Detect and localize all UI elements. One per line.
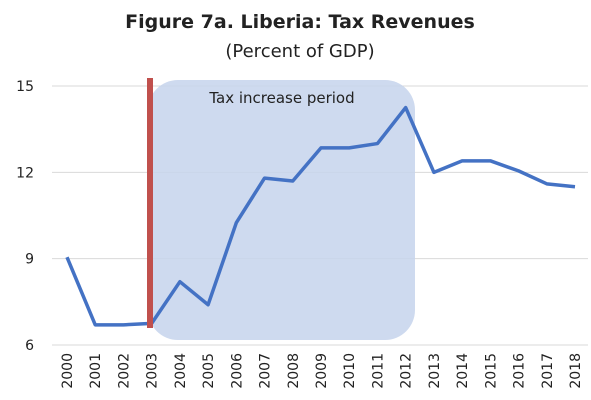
x-tick-label: 2014	[455, 353, 471, 389]
x-tick-label: 2001	[88, 353, 104, 389]
annotation: Tax increase period	[208, 89, 354, 107]
x-tick-label: 2015	[483, 353, 499, 389]
x-tick-label: 2010	[342, 353, 358, 389]
y-tick-label: 12	[16, 165, 34, 181]
x-tick-label: 2016	[512, 353, 528, 389]
x-tick-label: 2005	[201, 353, 217, 389]
x-tick-label: 2008	[286, 353, 302, 389]
x-tick-label: 2003	[145, 353, 161, 389]
period-shade	[148, 80, 415, 340]
chart-subtitle: (Percent of GDP)	[225, 41, 374, 62]
x-tick-label: 2017	[540, 353, 556, 389]
y-tick-label: 15	[16, 79, 34, 95]
x-tick-label: 2004	[173, 353, 189, 389]
y-tick-label: 6	[25, 338, 34, 354]
x-tick-label: 2002	[116, 353, 132, 389]
x-tick-label: 2009	[314, 353, 330, 389]
x-tick-label: 2000	[60, 353, 76, 389]
x-tick-label: 2006	[229, 353, 245, 389]
x-tick-label: 2018	[568, 353, 584, 389]
x-tick-label: 2007	[258, 353, 274, 389]
x-tick-label: 2011	[370, 353, 386, 389]
x-tick-label: 2013	[427, 353, 443, 389]
chart-title: Figure 7a. Liberia: Tax Revenues	[125, 11, 475, 33]
x-tick-label: 2012	[399, 353, 415, 389]
y-tick-label: 9	[25, 252, 34, 268]
